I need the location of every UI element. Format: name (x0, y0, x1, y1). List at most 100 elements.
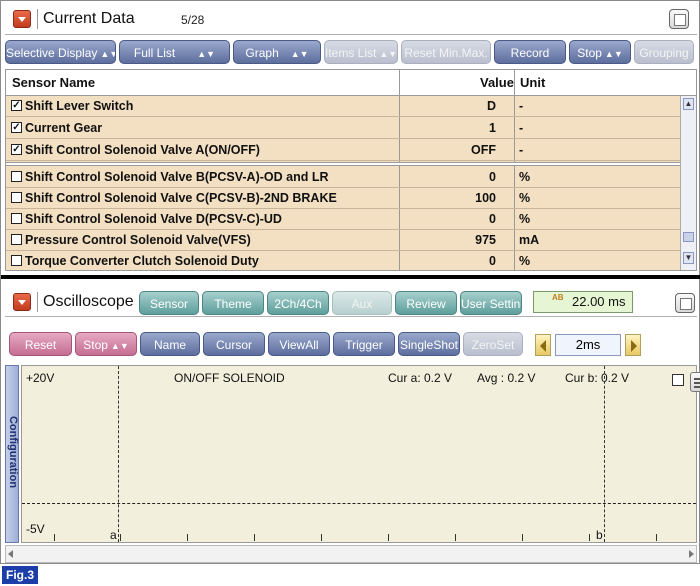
sensor-unit: % (519, 170, 531, 184)
panel-splitter[interactable] (1, 275, 700, 279)
column-divider (514, 70, 515, 270)
sensor-value: OFF (471, 143, 496, 157)
current-data-header: Current Data 5/28 (5, 5, 697, 35)
time-readout-icon: AB (552, 293, 564, 302)
sensor-value: 0 (489, 254, 496, 268)
table-row[interactable]: Shift Control Solenoid Valve B(PCSV-A)-O… (6, 167, 680, 188)
trigger-button[interactable]: Trigger (333, 332, 395, 356)
channel-tab[interactable]: 2Ch/4Ch (267, 291, 329, 315)
cursor-b-marker: b (596, 528, 603, 542)
time-tick (522, 534, 523, 541)
cursor-b-readout: Cur b: 0.2 V (565, 371, 630, 385)
time-tick (254, 534, 255, 541)
table-row[interactable]: Shift Control Solenoid Valve C(PCSV-B)-2… (6, 188, 680, 209)
time-tick (187, 534, 188, 541)
sensor-value: 100 (475, 191, 496, 205)
selective-display-button[interactable]: Selective Display▲▼ (5, 40, 116, 64)
horizontal-scrollbar[interactable] (5, 545, 697, 563)
column-unit: Unit (520, 75, 546, 90)
time-readout-value: 22.00 ms (572, 294, 626, 309)
time-readout: AB 22.00 ms (533, 291, 633, 313)
configuration-tab[interactable]: Configuration (5, 365, 19, 543)
row-checkbox[interactable] (11, 255, 22, 266)
waveform-plot[interactable]: +20V ON/OFF SOLENOID Cur a: 0.2 V Avg : … (21, 365, 700, 543)
items-list-button[interactable]: Items List ▲▼ (324, 40, 398, 64)
current-data-toolbar: Selective Display▲▼ Full List▲▼ Graph▲▼ … (5, 38, 697, 66)
graph-button[interactable]: Graph ▲▼ (233, 40, 321, 64)
time-tick (589, 534, 590, 541)
row-checkbox[interactable] (11, 192, 22, 203)
table-row[interactable]: Shift Control Solenoid Valve D(PCSV-C)-U… (6, 209, 680, 230)
table-row[interactable]: ✓ Current Gear 1 - (6, 118, 680, 139)
time-tick (120, 534, 121, 541)
fixed-rows-divider[interactable] (6, 162, 680, 166)
plot-checkbox[interactable] (672, 374, 684, 386)
column-sensor-name: Sensor Name (12, 75, 96, 90)
sensor-value: 0 (489, 212, 496, 226)
row-checkbox[interactable]: ✓ (11, 122, 22, 133)
maximize-button[interactable] (675, 293, 695, 313)
table-header: Sensor Name Value Unit (6, 70, 696, 96)
full-list-button[interactable]: Full List ▲▼ (119, 40, 230, 64)
grouping-button[interactable]: Grouping (634, 40, 694, 64)
plot-menu-icon[interactable] (690, 372, 700, 392)
waveform-trace (22, 503, 696, 504)
cursor-a-marker: a (110, 528, 117, 542)
maximize-button[interactable] (669, 9, 689, 29)
row-checkbox[interactable]: ✓ (11, 144, 22, 155)
table-row[interactable]: Pressure Control Solenoid Valve(VFS) 975… (6, 230, 680, 251)
cursor-a-readout: Cur a: 0.2 V (388, 371, 453, 385)
aux-tab[interactable]: Aux (332, 291, 392, 315)
oscilloscope-title: Oscilloscope (43, 293, 134, 310)
sensor-unit: mA (519, 233, 540, 247)
record-button[interactable]: Record (494, 40, 566, 64)
zero-set-button[interactable]: ZeroSet (463, 332, 523, 356)
table-row[interactable]: ✓ Shift Lever Switch D - (6, 96, 680, 117)
sensor-unit: % (519, 191, 531, 205)
collapse-icon[interactable] (13, 293, 31, 311)
table-row[interactable]: ✓ Shift Control Solenoid Valve A(ON/OFF)… (6, 140, 680, 161)
row-checkbox[interactable] (11, 171, 22, 182)
row-checkbox[interactable] (11, 234, 22, 245)
sensor-value: 975 (475, 233, 496, 247)
increase-arrow-icon[interactable] (625, 334, 641, 356)
cursor-button[interactable]: Cursor (203, 332, 265, 356)
sensor-name: Shift Control Solenoid Valve A(ON/OFF) (25, 143, 260, 157)
oscilloscope-header: Oscilloscope (5, 287, 697, 317)
cursor-a-line[interactable] (118, 366, 119, 542)
scroll-up-icon[interactable]: ▲ (683, 98, 694, 110)
theme-tab[interactable]: Theme (202, 291, 264, 315)
time-tick (54, 534, 55, 541)
sensor-tab[interactable]: Sensor (139, 291, 199, 315)
single-shot-button[interactable]: SingleShot (398, 332, 460, 356)
figure-label: Fig.3 (2, 566, 39, 584)
table-row[interactable]: Torque Converter Clutch Solenoid Duty 0 … (6, 251, 680, 270)
decrease-arrow-icon[interactable] (535, 334, 551, 356)
sensor-data-table: Sensor Name Value Unit ✓ Shift Lever Swi… (5, 69, 697, 271)
scroll-thumb[interactable] (683, 232, 694, 242)
row-checkbox[interactable] (11, 213, 22, 224)
sensor-name: Shift Control Solenoid Valve C(PCSV-B)-2… (25, 191, 337, 205)
time-tick (321, 534, 322, 541)
sensor-unit: - (519, 99, 524, 113)
stop-button[interactable]: Stop ▲▼ (569, 40, 631, 64)
name-button[interactable]: Name (140, 332, 200, 356)
header-divider (37, 292, 38, 312)
sensor-unit: % (519, 212, 531, 226)
cursor-b-line[interactable] (604, 366, 605, 542)
item-count: 5/28 (181, 13, 205, 27)
collapse-icon[interactable] (13, 10, 31, 28)
sensor-value: D (486, 99, 496, 113)
scroll-down-icon[interactable]: ▼ (683, 252, 694, 264)
time-tick (656, 534, 657, 541)
view-all-button[interactable]: ViewAll (268, 332, 330, 356)
review-tab[interactable]: Review (395, 291, 457, 315)
user-setting-tab[interactable]: User Setting (460, 291, 522, 315)
osc-stop-button[interactable]: Stop ▲▼ (75, 332, 137, 356)
row-checkbox[interactable]: ✓ (11, 100, 22, 111)
reset-min-max-button[interactable]: Reset Min.Max. (401, 40, 491, 64)
average-readout: Avg : 0.2 V (477, 371, 536, 385)
table-scrollbar[interactable]: ▲ ▼ (680, 96, 696, 270)
y-max-label: +20V (26, 371, 55, 385)
reset-button[interactable]: Reset (9, 332, 72, 356)
